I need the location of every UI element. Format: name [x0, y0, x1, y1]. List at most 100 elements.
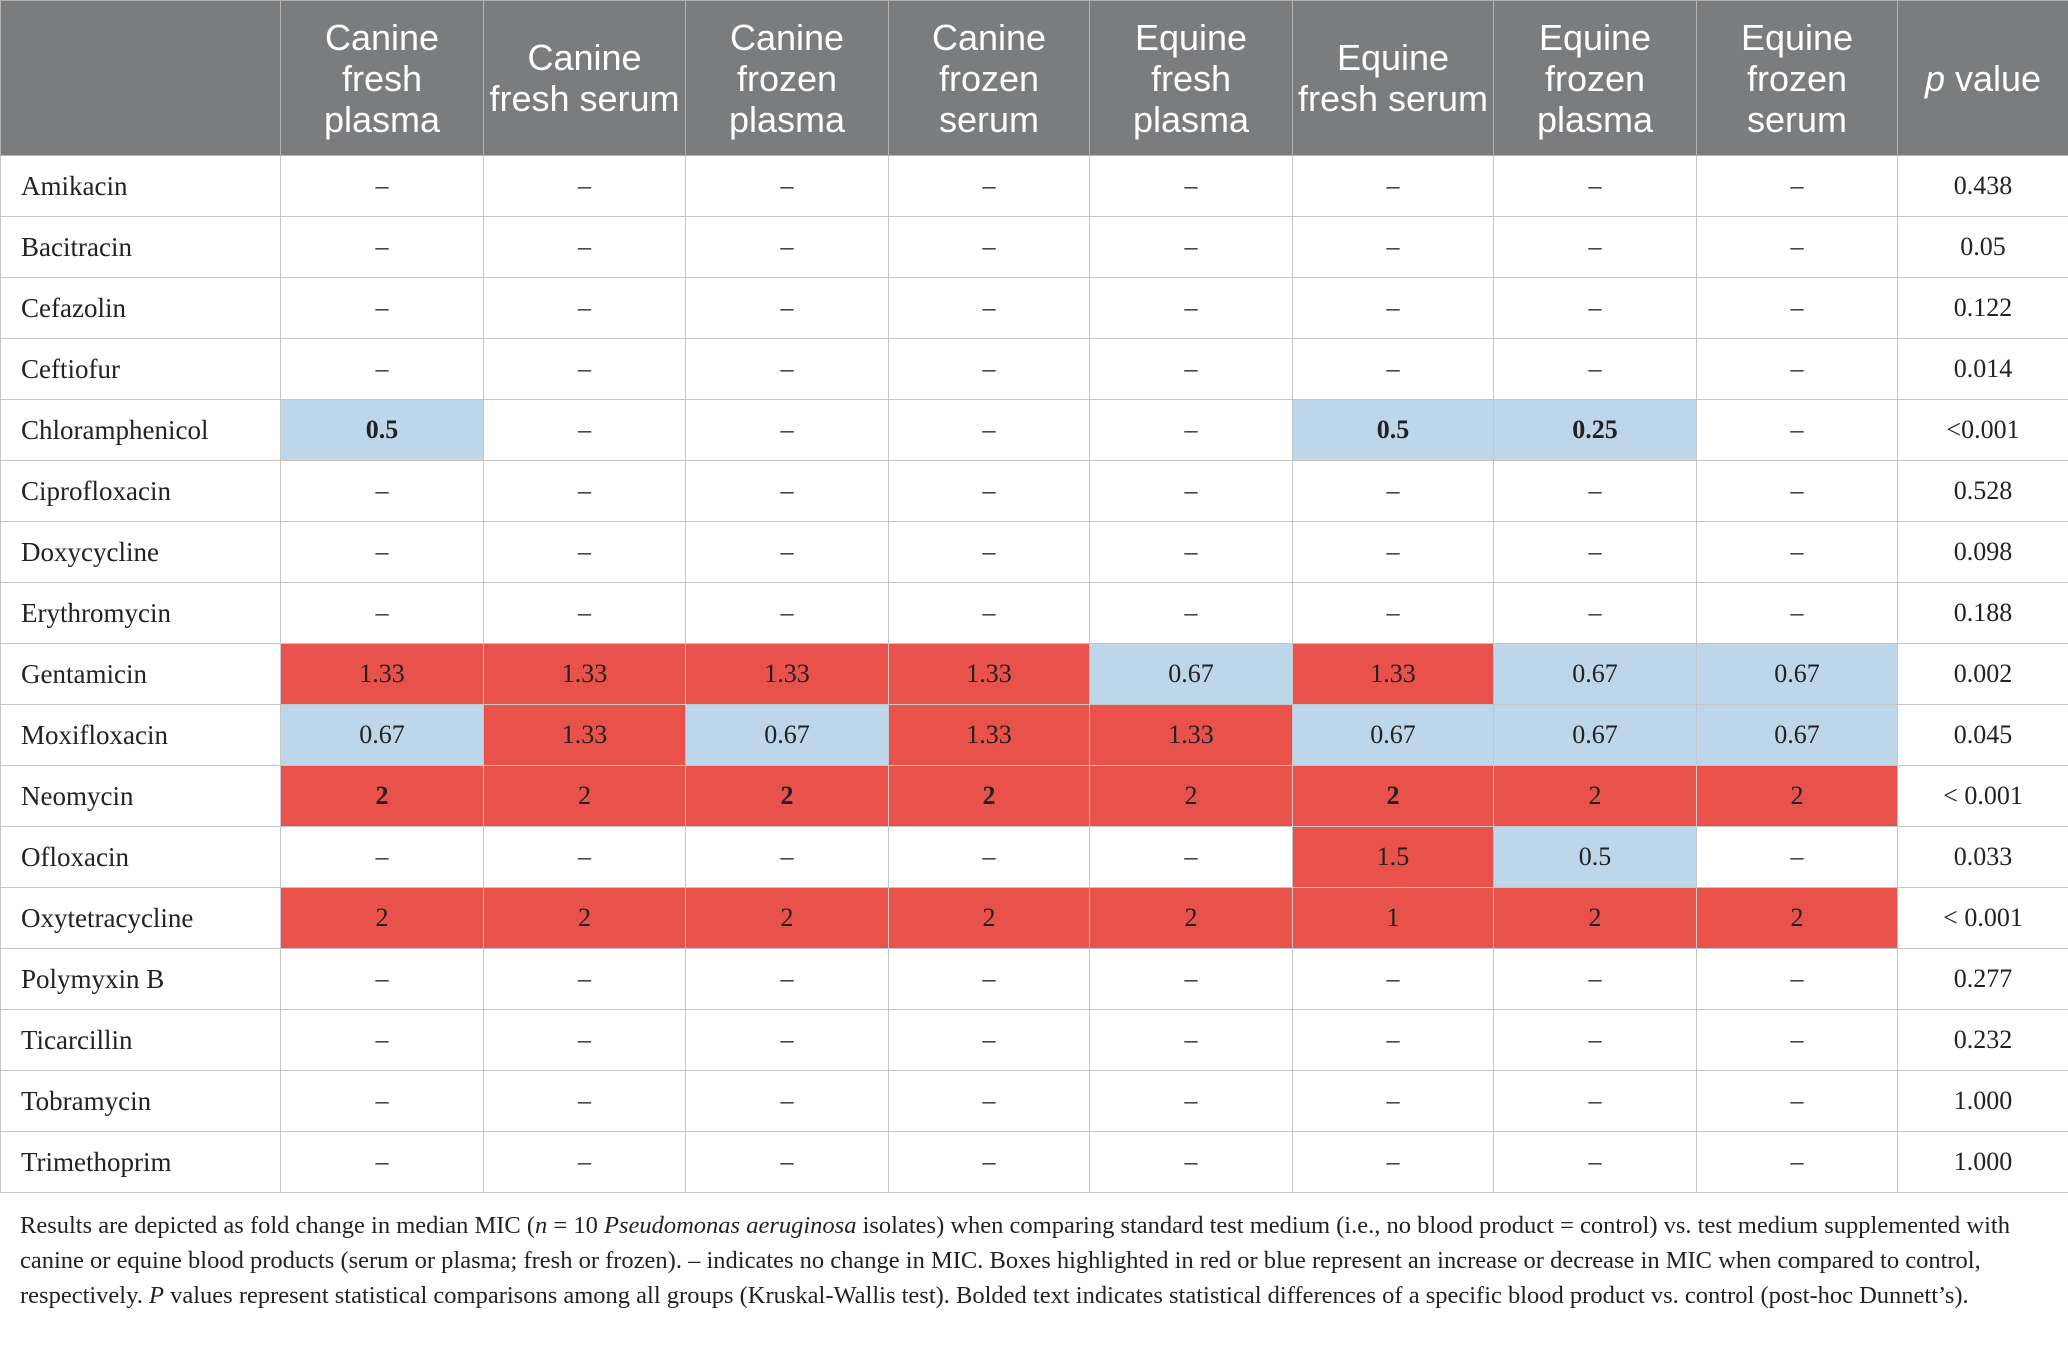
fold-change-cell: 1.33 — [888, 643, 1090, 705]
p-value-cell: 0.05 — [1897, 216, 2068, 278]
fold-change-cell: 1.33 — [280, 643, 484, 705]
fold-change-cell: – — [280, 460, 484, 522]
fold-change-cell: – — [280, 155, 484, 217]
fold-change-cell: – — [1089, 399, 1293, 461]
drug-name-cell: Ticarcillin — [0, 1009, 281, 1071]
fold-change-cell: – — [888, 1131, 1090, 1193]
fold-change-cell: – — [1292, 277, 1494, 339]
fold-change-cell: 2 — [1292, 765, 1494, 827]
fold-change-cell: 2 — [1089, 765, 1293, 827]
fold-change-cell: – — [483, 1009, 686, 1071]
fold-change-cell: – — [483, 1070, 686, 1132]
fold-change-cell: 0.67 — [1292, 704, 1494, 766]
footnote-P: P — [149, 1282, 164, 1309]
fold-change-cell: – — [685, 155, 889, 217]
p-value-cell: < 0.001 — [1897, 765, 2068, 827]
p-value-cell: 0.098 — [1897, 521, 2068, 583]
column-header: Equine fresh plasma — [1089, 0, 1293, 156]
fold-change-cell: – — [888, 399, 1090, 461]
drug-name-cell: Amikacin — [0, 155, 281, 217]
fold-change-cell: – — [483, 216, 686, 278]
fold-change-cell: – — [1696, 216, 1898, 278]
drug-name-cell: Moxifloxacin — [0, 704, 281, 766]
fold-change-cell: 2 — [888, 765, 1090, 827]
fold-change-cell: 2 — [1696, 887, 1898, 949]
column-header: Canine frozen plasma — [685, 0, 889, 156]
drug-name-cell: Cefazolin — [0, 277, 281, 339]
header-corner — [0, 0, 281, 156]
table-row: Erythromycin – – – – – – – –0.188 — [0, 582, 2068, 644]
fold-change-cell: – — [1089, 1131, 1293, 1193]
table-body: Amikacin – – – – – – – –0.438 Bacitracin – – – – – – – –0… — [0, 155, 2068, 1193]
fold-change-cell: – — [1292, 460, 1494, 522]
fold-change-cell: – — [888, 826, 1090, 888]
fold-change-cell: 0.67 — [280, 704, 484, 766]
fold-change-cell: 2 — [1493, 765, 1697, 827]
fold-change-cell: – — [1696, 948, 1898, 1010]
fold-change-cell: 2 — [280, 765, 484, 827]
fold-change-cell: – — [483, 460, 686, 522]
fold-change-cell: – — [888, 1070, 1090, 1132]
fold-change-cell: – — [483, 521, 686, 583]
table-footnote: Results are depicted as fold change in m… — [20, 1208, 2060, 1313]
fold-change-cell: – — [888, 460, 1090, 522]
fold-change-cell: 0.5 — [1493, 826, 1697, 888]
fold-change-cell: – — [685, 521, 889, 583]
fold-change-cell: – — [1696, 1131, 1898, 1193]
fold-change-cell: – — [1089, 521, 1293, 583]
fold-change-cell: 2 — [1493, 887, 1697, 949]
fold-change-cell: – — [1696, 826, 1898, 888]
fold-change-cell: – — [888, 155, 1090, 217]
fold-change-cell: – — [1696, 338, 1898, 400]
fold-change-cell: 2 — [685, 765, 889, 827]
fold-change-cell: – — [1696, 1009, 1898, 1071]
fold-change-cell: – — [1292, 1009, 1494, 1071]
fold-change-cell: 1.33 — [888, 704, 1090, 766]
fold-change-cell: – — [685, 277, 889, 339]
table-row: Ceftiofur – – – – – – – –0.014 — [0, 338, 2068, 400]
fold-change-cell: 0.67 — [1493, 704, 1697, 766]
table-row: Neomycin 2 2 2 2 2 2 2 2 < 0.001 — [0, 765, 2068, 827]
fold-change-cell: – — [1089, 155, 1293, 217]
fold-change-cell: 2 — [280, 887, 484, 949]
fold-change-cell: – — [1089, 582, 1293, 644]
table-row: Doxycycline – – – – – – – –0.098 — [0, 521, 2068, 583]
column-header: Equine frozen serum — [1696, 0, 1898, 156]
p-value-cell: < 0.001 — [1897, 887, 2068, 949]
fold-change-cell: – — [888, 338, 1090, 400]
fold-change-cell: – — [685, 948, 889, 1010]
footnote-text-3: isolates) when comparing standard test m… — [20, 1212, 2010, 1309]
fold-change-cell: – — [1292, 521, 1494, 583]
fold-change-cell: 2 — [483, 765, 686, 827]
p-value-cell: 0.122 — [1897, 277, 2068, 339]
fold-change-cell: 0.67 — [1089, 643, 1293, 705]
fold-change-cell: – — [280, 948, 484, 1010]
fold-change-cell: 1.33 — [685, 643, 889, 705]
drug-name-cell: Polymyxin B — [0, 948, 281, 1010]
fold-change-cell: – — [280, 521, 484, 583]
drug-name-cell: Chloramphenicol — [0, 399, 281, 461]
fold-change-cell: – — [1089, 1070, 1293, 1132]
fold-change-cell: – — [483, 155, 686, 217]
fold-change-cell: – — [1089, 1009, 1293, 1071]
drug-name-cell: Tobramycin — [0, 1070, 281, 1132]
fold-change-cell: 2 — [483, 887, 686, 949]
fold-change-cell: 2 — [1696, 765, 1898, 827]
fold-change-cell: – — [888, 277, 1090, 339]
footnote-text-1: Results are depicted as fold change in m… — [20, 1212, 536, 1239]
drug-name-cell: Bacitracin — [0, 216, 281, 278]
fold-change-cell: – — [483, 582, 686, 644]
fold-change-cell: – — [280, 216, 484, 278]
table-row: Trimethoprim – – – – – – – –1.000 — [0, 1131, 2068, 1193]
footnote-n: n — [535, 1212, 548, 1239]
p-value-cell: 0.033 — [1897, 826, 2068, 888]
table-row: Polymyxin B – – – – – – – –0.277 — [0, 948, 2068, 1010]
drug-name-cell: Ceftiofur — [0, 338, 281, 400]
fold-change-cell: – — [1292, 155, 1494, 217]
fold-change-cell: – — [1493, 582, 1697, 644]
p-value-header-rest: value — [1944, 57, 2042, 99]
p-value-header-italic: p — [1924, 57, 1945, 99]
column-header: Canine fresh serum — [483, 0, 686, 156]
fold-change-cell: – — [280, 826, 484, 888]
fold-change-cell: – — [1292, 948, 1494, 1010]
